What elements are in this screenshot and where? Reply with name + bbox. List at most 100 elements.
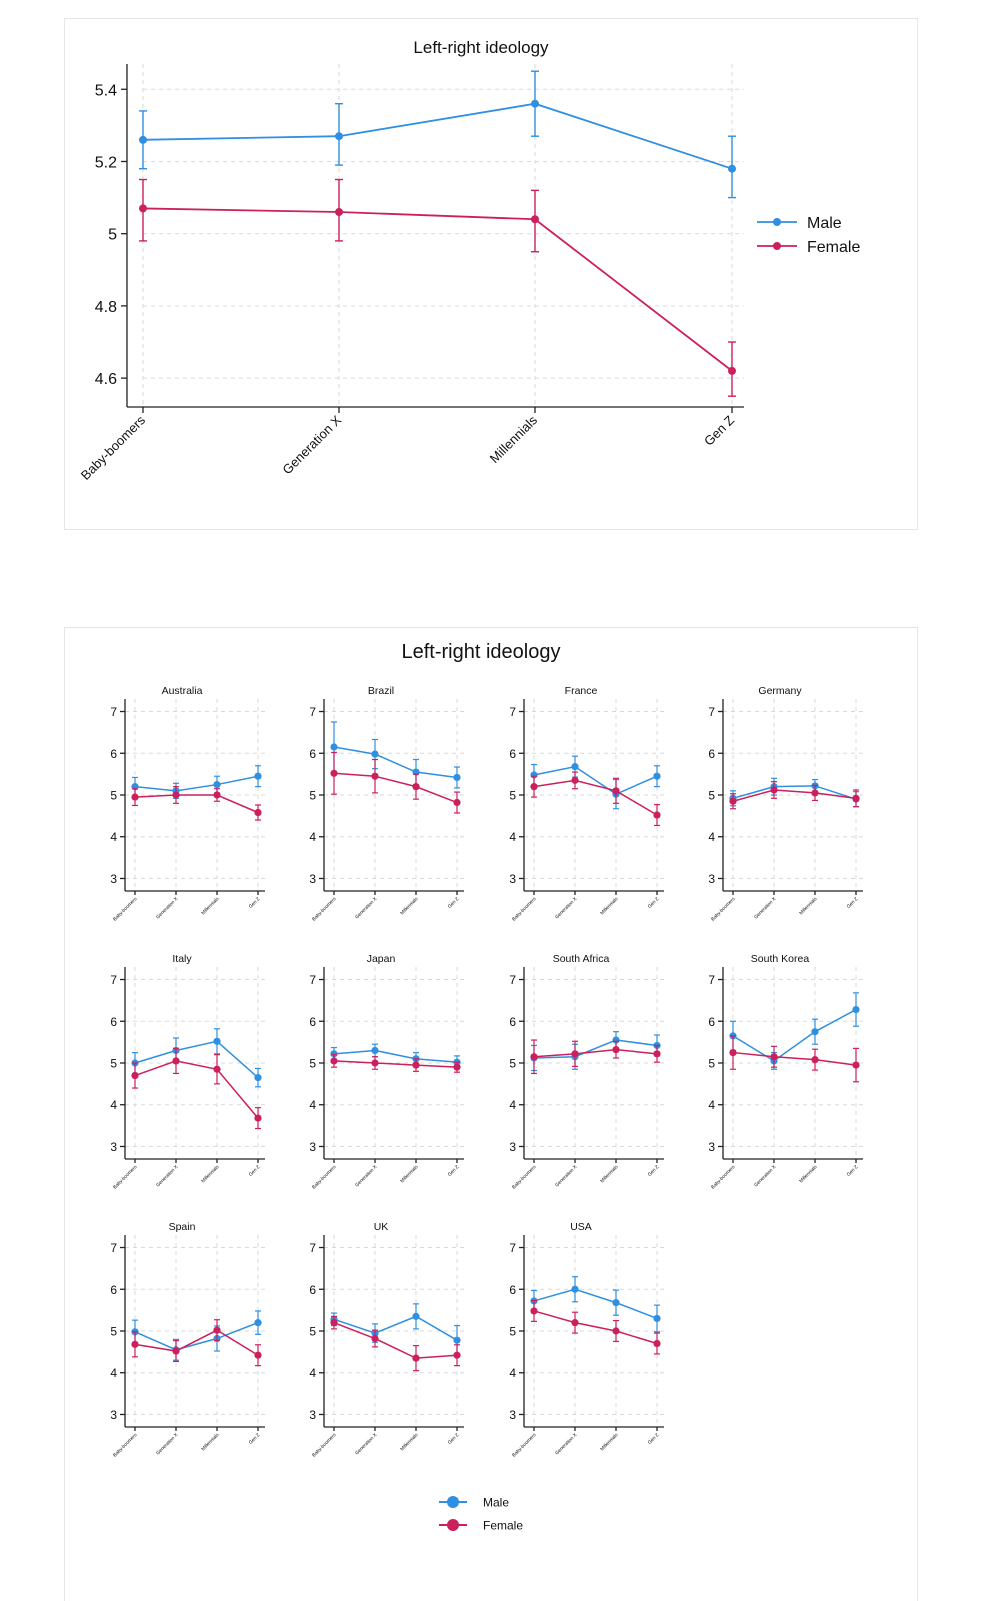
x-tick-label: Baby-boomers: [311, 896, 338, 923]
data-point-male: [852, 1005, 860, 1014]
data-point-female: [412, 1354, 420, 1362]
legend-marker: [773, 242, 781, 250]
x-tick-label: Millennials: [200, 1432, 221, 1453]
data-point-female: [770, 1053, 778, 1061]
country-panel: UK 7 6 5 4 3 Baby-boomers Generation X Millennia…: [309, 1221, 464, 1458]
data-point-female: [530, 1307, 538, 1315]
data-point-male: [335, 132, 343, 141]
y-tick-label: 3: [708, 1140, 715, 1154]
x-tick-label: Millennials: [399, 1164, 420, 1185]
data-point-female: [254, 1114, 262, 1122]
chart-title: Left-right ideology: [402, 641, 561, 663]
y-tick-label: 4.8: [95, 299, 117, 316]
data-point-female: [412, 783, 420, 791]
y-tick-label: 3: [309, 1408, 316, 1422]
data-point-female: [729, 797, 737, 805]
panel-title: USA: [570, 1221, 592, 1233]
x-tick-label: Baby-boomers: [511, 1432, 538, 1459]
country-panel: USA 7 6 5 4 3 Baby-boomers Generation X Millenni…: [509, 1221, 664, 1458]
panel-title: South Africa: [553, 953, 610, 965]
y-tick-label: 5: [110, 1057, 117, 1071]
data-point-female: [371, 772, 379, 780]
data-point-male: [213, 780, 221, 789]
data-point-female: [254, 808, 262, 817]
y-tick-label: 6: [708, 747, 715, 761]
data-point-female: [811, 1056, 819, 1064]
data-point-female: [852, 1061, 860, 1069]
y-tick-label: 5: [309, 1325, 316, 1339]
y-tick-label: 7: [110, 973, 117, 987]
series-line-female: [533, 1048, 658, 1058]
panel-title: Japan: [367, 953, 396, 965]
series-line-male: [333, 1049, 458, 1063]
y-tick-label: 5: [509, 789, 516, 803]
data-point-female: [131, 1071, 139, 1080]
y-tick-label: 7: [309, 1241, 316, 1255]
y-tick-label: 7: [110, 705, 117, 719]
country-panel: South Africa 7 6 5 4 3 Baby-boomers Generation …: [509, 953, 664, 1190]
series-line-male: [333, 746, 458, 779]
data-point-male: [330, 1050, 338, 1058]
x-tick-label: Millennials: [487, 412, 541, 466]
y-tick-label: 5: [708, 1057, 715, 1071]
y-tick-label: 6: [110, 747, 117, 761]
x-tick-label: Gen Z: [846, 896, 860, 910]
data-point-female: [612, 787, 620, 795]
y-tick-label: 3: [509, 1140, 516, 1154]
series-line-male: [533, 1039, 658, 1059]
x-tick-label: Millennials: [798, 896, 819, 917]
x-tick-label: Gen Z: [647, 1164, 661, 1178]
data-point-female: [531, 215, 539, 224]
data-point-female: [213, 1065, 221, 1073]
y-tick-label: 6: [309, 1015, 316, 1029]
y-tick-label: 6: [708, 1015, 715, 1029]
y-tick-label: 5.2: [95, 154, 117, 171]
legend-marker: [773, 218, 781, 226]
series-line-female: [333, 1321, 458, 1359]
chart-title: Left-right ideology: [413, 38, 549, 57]
y-tick-label: 5: [309, 1057, 316, 1071]
x-tick-label: Baby-boomers: [710, 1164, 737, 1191]
x-tick-label: Millennials: [599, 1164, 620, 1185]
data-point-male: [254, 772, 262, 780]
y-tick-label: 4: [309, 1366, 316, 1380]
x-tick-label: Millennials: [200, 896, 221, 917]
x-tick-label: Gen Z: [846, 1164, 860, 1178]
data-point-female: [571, 776, 579, 784]
data-point-female: [131, 793, 139, 801]
panel-title: Italy: [172, 953, 192, 965]
x-tick-label: Baby-boomers: [112, 896, 139, 923]
x-tick-label: Millennials: [599, 896, 620, 917]
legend-label-male: Male: [807, 215, 842, 232]
legend-marker: [447, 1519, 459, 1531]
data-point-male: [531, 99, 539, 108]
data-point-female: [612, 1327, 620, 1335]
y-tick-label: 6: [509, 1283, 516, 1297]
x-tick-label: Millennials: [599, 1432, 620, 1453]
panel-title: South Korea: [751, 953, 810, 965]
x-tick-label: Generation X: [554, 1164, 579, 1189]
data-point-female: [530, 1053, 538, 1061]
series-line-male: [142, 102, 733, 170]
y-tick-label: 7: [309, 705, 316, 719]
y-tick-label: 4: [110, 830, 117, 844]
y-tick-label: 5: [108, 227, 117, 244]
x-tick-label: Gen Z: [248, 896, 262, 910]
y-tick-label: 5: [110, 1325, 117, 1339]
data-point-female: [330, 1057, 338, 1065]
data-point-female: [653, 1339, 661, 1348]
x-tick-label: Generation X: [753, 1164, 778, 1189]
data-point-male: [254, 1074, 262, 1082]
x-tick-label: Baby-boomers: [311, 1432, 338, 1459]
x-tick-label: Baby-boomers: [511, 1164, 538, 1191]
data-point-female: [371, 1334, 379, 1343]
x-tick-label: Gen Z: [248, 1164, 262, 1178]
series-line-male: [333, 1315, 458, 1341]
y-tick-label: 6: [110, 1015, 117, 1029]
data-point-female: [172, 791, 180, 799]
data-point-female: [852, 794, 860, 802]
legend-label-female: Female: [483, 1519, 523, 1533]
country-panel: Germany 7 6 5 4 3 Baby-boomers Generation X Mill…: [708, 685, 863, 922]
data-point-female: [453, 798, 461, 807]
data-point-male: [811, 1028, 819, 1036]
